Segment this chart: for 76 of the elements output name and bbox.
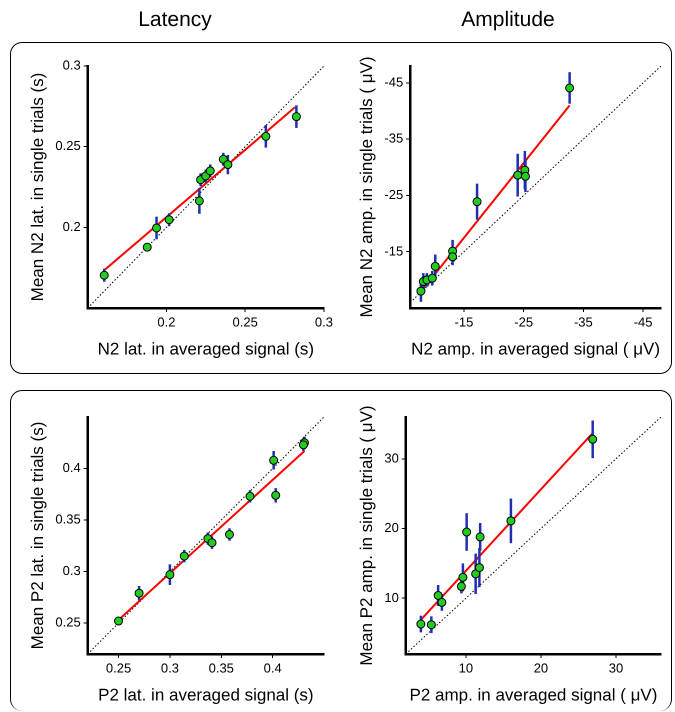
- x-tick-label: 0.2: [157, 314, 176, 330]
- point: [458, 572, 468, 582]
- chart-title: Amplitude: [460, 8, 556, 32]
- x-tick-label: -25: [514, 314, 534, 330]
- point: [428, 274, 437, 283]
- chart-title: Latency: [137, 8, 213, 32]
- x-tick-label: 0.25: [106, 660, 132, 676]
- y-tick-label: 0.25: [55, 614, 81, 630]
- point: [114, 616, 124, 626]
- y-tick-label: -35: [384, 130, 404, 146]
- y-tick-label: 0.3: [62, 58, 81, 73]
- point: [506, 516, 516, 526]
- point: [416, 620, 426, 629]
- point: [100, 270, 109, 280]
- point: [224, 530, 234, 539]
- y-tick-label: 10: [384, 590, 399, 605]
- point: [462, 528, 472, 537]
- y-tick-label: 30: [384, 450, 399, 466]
- point: [208, 538, 217, 548]
- y-tick-label: 0.4: [62, 460, 81, 476]
- x-tick-label: 10: [458, 660, 474, 676]
- point: [152, 223, 162, 232]
- y-tick-label: 0.2: [62, 218, 81, 234]
- x-tick-label: 0.3: [314, 314, 334, 330]
- point: [165, 570, 174, 580]
- point: [472, 197, 482, 206]
- point: [142, 242, 152, 252]
- x-tick-label: 30: [608, 660, 624, 676]
- x-tick-label: -45: [634, 314, 652, 330]
- point: [180, 552, 189, 561]
- x-tick-label: 0.3: [160, 660, 179, 676]
- point: [513, 170, 522, 180]
- point: [292, 112, 301, 122]
- point: [434, 590, 443, 600]
- point: [206, 166, 215, 176]
- point: [426, 620, 436, 630]
- y-axis-title: Mean N2 lat. in single trials (s): [28, 72, 47, 302]
- y-tick-label: 20: [384, 520, 399, 536]
- x-axis-title: P2 amp. in averaged signal ( μV): [409, 685, 658, 704]
- x-axis-title: N2 lat. in averaged signal (s): [98, 339, 314, 358]
- y-tick-label: 0.25: [55, 138, 81, 154]
- x-tick-label: 20: [534, 660, 548, 676]
- point: [271, 490, 280, 500]
- point: [476, 532, 485, 542]
- point: [588, 434, 598, 444]
- point: [223, 160, 232, 170]
- x-tick-label: -35: [574, 314, 593, 330]
- point: [194, 196, 204, 206]
- point: [134, 588, 144, 598]
- x-axis-title: N2 amp. in averaged signal ( μV): [411, 339, 660, 358]
- point: [261, 132, 270, 141]
- point: [430, 262, 440, 271]
- point: [269, 456, 278, 465]
- point: [474, 563, 484, 572]
- y-tick-label: -25: [384, 187, 404, 202]
- y-tick-label: -15: [384, 243, 404, 258]
- x-tick-label: 0.4: [264, 660, 282, 676]
- y-axis-title: Mean N2 amp. in single trials ( μV): [356, 56, 376, 318]
- x-tick-label: -15: [454, 314, 474, 330]
- point: [437, 598, 446, 607]
- y-tick-label: 0.3: [62, 563, 81, 578]
- point: [471, 569, 480, 578]
- x-tick-label: 0.35: [208, 660, 234, 676]
- x-tick-label: 0.25: [232, 314, 258, 330]
- x-axis-title: P2 lat. in averaged signal (s): [98, 685, 314, 704]
- y-axis-title: Mean P2 amp. in single trials ( μV): [356, 405, 376, 666]
- point: [520, 172, 530, 181]
- point: [565, 83, 574, 92]
- y-tick-label: -45: [384, 74, 404, 90]
- point: [448, 252, 458, 262]
- point: [416, 286, 426, 296]
- y-axis-title: Mean P2 lat. in single trials (s): [28, 422, 47, 650]
- point: [456, 582, 466, 591]
- point: [164, 215, 174, 224]
- point: [246, 492, 255, 501]
- y-tick-label: 0.35: [55, 512, 81, 527]
